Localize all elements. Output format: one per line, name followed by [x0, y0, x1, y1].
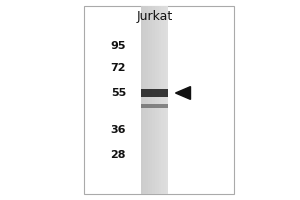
- Polygon shape: [176, 87, 190, 99]
- Bar: [84, 6, 234, 194]
- Bar: [143, 6, 146, 194]
- Bar: [157, 6, 159, 194]
- Bar: [166, 6, 168, 194]
- Text: 28: 28: [110, 150, 126, 160]
- Bar: [159, 6, 161, 194]
- Bar: [146, 6, 148, 194]
- Bar: [141, 89, 168, 97]
- Bar: [141, 104, 168, 108]
- Text: Jurkat: Jurkat: [136, 10, 172, 23]
- Bar: [148, 6, 150, 194]
- Text: 95: 95: [110, 41, 126, 51]
- Bar: [150, 6, 152, 194]
- Text: 72: 72: [110, 63, 126, 73]
- Text: 36: 36: [110, 125, 126, 135]
- Text: 55: 55: [111, 88, 126, 98]
- Bar: [152, 6, 154, 194]
- Bar: [154, 6, 157, 194]
- Bar: [164, 6, 166, 194]
- Bar: [161, 6, 164, 194]
- Bar: [141, 6, 143, 194]
